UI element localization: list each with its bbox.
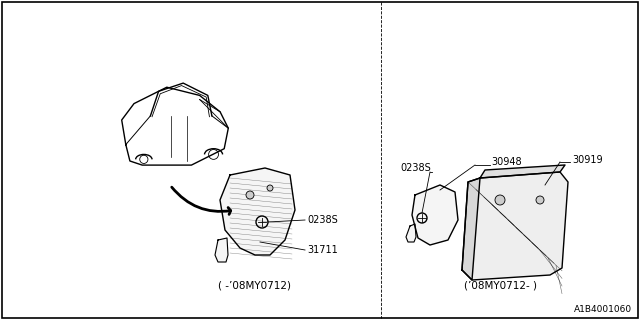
Text: A1B4001060: A1B4001060 xyxy=(574,305,632,314)
Circle shape xyxy=(495,195,505,205)
Polygon shape xyxy=(406,224,416,242)
Polygon shape xyxy=(412,185,458,245)
Circle shape xyxy=(536,196,544,204)
Text: 0238S: 0238S xyxy=(400,163,431,173)
Circle shape xyxy=(246,191,254,199)
Text: 30919: 30919 xyxy=(572,155,603,165)
Text: 0238S: 0238S xyxy=(307,215,338,225)
Polygon shape xyxy=(480,165,565,178)
Circle shape xyxy=(267,185,273,191)
Text: (’08MY0712- ): (’08MY0712- ) xyxy=(463,280,536,290)
Polygon shape xyxy=(462,178,480,280)
Polygon shape xyxy=(462,172,568,280)
Text: 31711: 31711 xyxy=(307,245,338,255)
Polygon shape xyxy=(215,238,228,262)
Text: ( -’08MY0712): ( -’08MY0712) xyxy=(218,280,291,290)
Polygon shape xyxy=(220,168,295,255)
Text: 30948: 30948 xyxy=(491,157,522,167)
